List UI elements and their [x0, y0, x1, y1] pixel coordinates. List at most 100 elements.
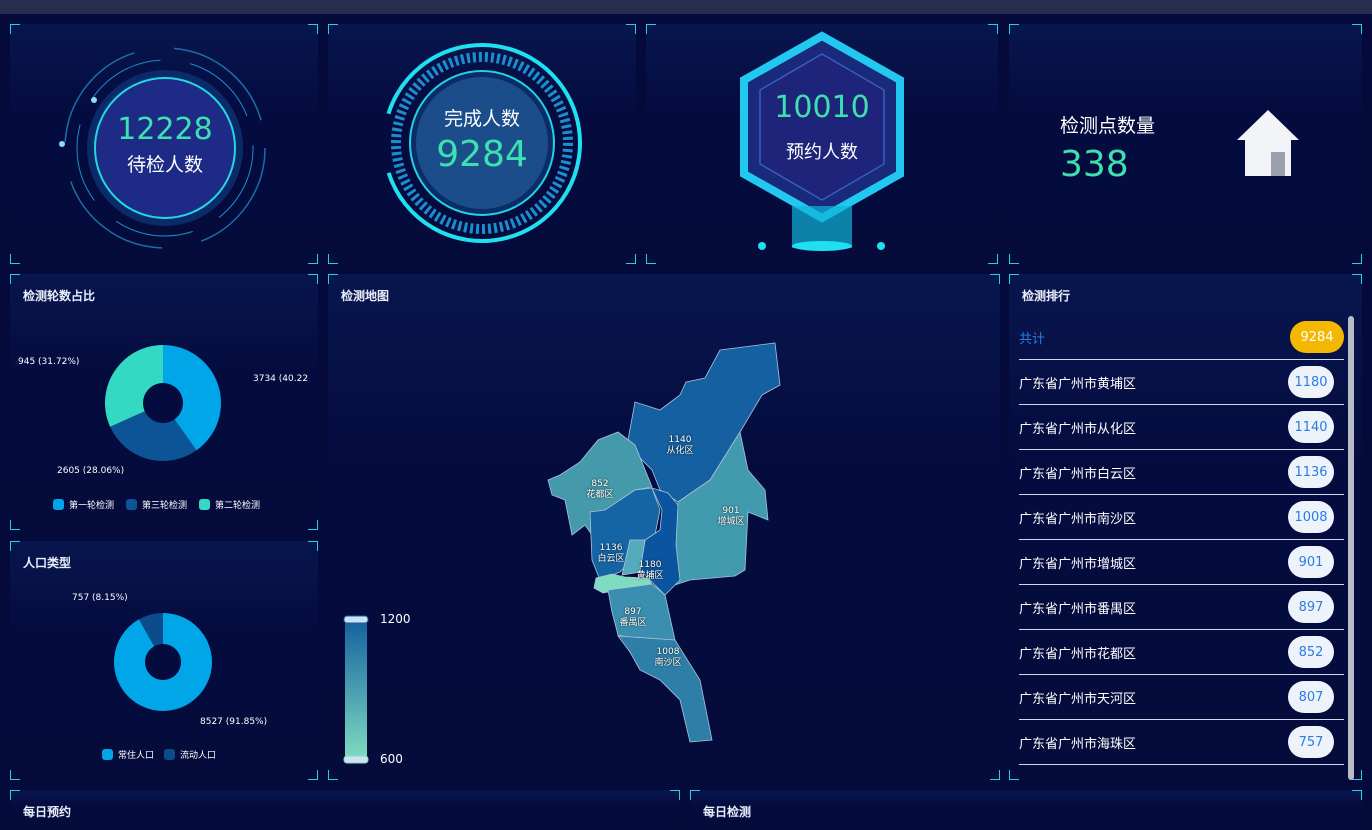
ranking-badge: 1180 — [1288, 366, 1334, 398]
completed-ring-icon — [382, 43, 582, 243]
legend-item[interactable]: 常住人口 — [102, 748, 154, 761]
legend-label: 第三轮检测 — [142, 501, 188, 511]
ranking-row[interactable]: 广东省广州市番禺区 897 — [1019, 585, 1344, 630]
ranking-total-label: 共计 — [1019, 331, 1046, 347]
visual-map-handle-bottom[interactable] — [343, 755, 369, 764]
pie-slice[interactable] — [110, 411, 197, 461]
population-label-1: 757 (8.15%) — [72, 593, 128, 603]
pending-value: 12228 — [117, 112, 213, 147]
pending-ring-icon — [59, 47, 266, 249]
ranking-label: 广东省广州市从化区 — [1019, 421, 1137, 437]
reserved-label: 预约人数 — [786, 142, 858, 163]
ranking-scrollbar[interactable] — [1348, 316, 1354, 780]
legend-item[interactable]: 流动人口 — [164, 748, 216, 761]
reserved-hexagon-icon — [740, 31, 904, 251]
map-panel: 检测地图 1200 600 1140 从化区 852 花都区 901 增城区 1136 白云区… — [328, 274, 1000, 780]
ranking-label: 广东省广州市花都区 — [1019, 646, 1137, 662]
rounds-panel: 检测轮数占比 945 (31.72%) 3734 (40.22 2605 (28… — [10, 274, 318, 530]
region-nansha[interactable] — [617, 635, 713, 743]
legend-label: 第一轮检测 — [69, 501, 115, 511]
visual-map-bar[interactable] — [345, 620, 367, 760]
population-title: 人口类型 — [23, 556, 72, 570]
sites-panel: 检测点数量 338 — [1009, 24, 1362, 264]
ranking-row[interactable]: 广东省广州市增城区 901 — [1019, 540, 1344, 585]
reserved-value: 10010 — [774, 90, 870, 125]
legend-label: 流动人口 — [180, 751, 217, 761]
rounds-label-2: 945 (31.72%) — [18, 357, 80, 367]
ranking-label: 广东省广州市增城区 — [1019, 556, 1137, 572]
pending-panel: 12228 待检人数 — [10, 24, 318, 264]
rounds-legend: 第一轮检测 第三轮检测 第二轮检测 — [53, 498, 260, 511]
visual-map-handle-top[interactable] — [343, 615, 369, 624]
rounds-pie-chart — [104, 345, 222, 461]
ranking-row[interactable]: 广东省广州市白云区 1136 — [1019, 450, 1344, 495]
pie-slice[interactable] — [138, 613, 163, 647]
ranking-badge: 901 — [1288, 546, 1334, 578]
guangzhou-map — [343, 342, 781, 764]
ranking-row[interactable]: 广东省广州市天河区 807 — [1019, 675, 1344, 720]
map-region-label: 1008 南沙区 — [643, 647, 693, 669]
population-legend: 常住人口 流动人口 — [102, 748, 216, 761]
completed-label: 完成人数 — [443, 108, 520, 130]
ranking-row[interactable]: 广东省广州市南沙区 1008 — [1019, 495, 1344, 540]
daily-reservation-title: 每日预约 — [23, 805, 72, 819]
pie-slice[interactable] — [104, 345, 163, 427]
ranking-label: 广东省广州市番禺区 — [1019, 601, 1137, 617]
map-region-label: 852 花都区 — [575, 479, 625, 501]
population-pie-chart — [113, 613, 212, 711]
top-bar — [0, 0, 1372, 14]
daily-reservation-panel: 每日预约 — [10, 790, 680, 830]
ranking-row[interactable]: 广东省广州市海珠区 757 — [1019, 720, 1344, 765]
sites-value: 338 — [1060, 144, 1129, 185]
visual-map-min: 600 — [380, 752, 403, 766]
map-region-value: 901 — [722, 506, 740, 516]
rounds-label-1: 2605 (28.06%) — [57, 466, 125, 476]
ranking-row[interactable]: 广东省广州市黄埔区 1180 — [1019, 360, 1344, 405]
map-region-label: 897 番禺区 — [608, 607, 658, 629]
ranking-label: 广东省广州市白云区 — [1019, 466, 1137, 482]
completed-panel: 完成人数 9284 — [328, 24, 636, 264]
map-region-name: 番禺区 — [619, 618, 647, 628]
map-region-name: 从化区 — [666, 446, 694, 456]
ranking-title: 检测排行 — [1022, 289, 1071, 303]
reserved-panel: 10010 预约人数 — [646, 24, 998, 264]
sites-label: 检测点数量 — [1060, 115, 1156, 137]
daily-test-panel: 每日检测 — [690, 790, 1362, 830]
ranking-row[interactable]: 广东省广州市从化区 1140 — [1019, 405, 1344, 450]
legend-item[interactable]: 第一轮检测 — [53, 498, 114, 511]
population-label-0: 8527 (91.85%) — [200, 717, 268, 727]
region-conghua[interactable] — [627, 342, 781, 503]
ranking-badge: 897 — [1288, 591, 1334, 623]
region-tianhe[interactable] — [621, 539, 646, 576]
rounds-title: 检测轮数占比 — [23, 289, 96, 303]
ranking-total-row[interactable]: 共计 9284 — [1019, 315, 1344, 360]
ranking-row[interactable]: 广东省广州市花都区 852 — [1019, 630, 1344, 675]
map-region-value: 1008 — [656, 647, 680, 657]
region-huangpu[interactable] — [639, 487, 681, 596]
map-region-name: 增城区 — [717, 517, 745, 527]
ranking-total-badge: 9284 — [1290, 321, 1344, 353]
map-region-name: 南沙区 — [654, 658, 682, 668]
map-region-label: 901 增城区 — [706, 506, 756, 528]
map-region-label: 1140 从化区 — [655, 435, 705, 457]
pie-slice[interactable] — [113, 613, 212, 711]
house-icon — [1237, 110, 1299, 176]
map-region-value: 897 — [624, 607, 642, 617]
ranking-label: 广东省广州市南沙区 — [1019, 511, 1137, 527]
legend-item[interactable]: 第二轮检测 — [199, 498, 260, 511]
legend-item[interactable]: 第三轮检测 — [126, 498, 187, 511]
ranking-badge: 852 — [1288, 636, 1334, 668]
rounds-label-0: 3734 (40.22 — [253, 374, 309, 384]
map-title: 检测地图 — [341, 289, 390, 303]
ranking-label: 广东省广州市天河区 — [1019, 691, 1137, 707]
visual-map-max: 1200 — [380, 612, 411, 626]
daily-test-title: 每日检测 — [703, 805, 752, 819]
map-region-label: 1180 黄埔区 — [625, 560, 675, 582]
map-region-value: 1180 — [638, 560, 662, 570]
ranking-badge: 1008 — [1288, 501, 1334, 533]
ranking-label: 广东省广州市黄埔区 — [1019, 376, 1137, 392]
legend-label: 常住人口 — [118, 751, 155, 761]
pie-slice[interactable] — [163, 345, 222, 451]
map-region-label: 1136 白云区 — [586, 543, 636, 565]
legend-label: 第二轮检测 — [215, 501, 261, 511]
